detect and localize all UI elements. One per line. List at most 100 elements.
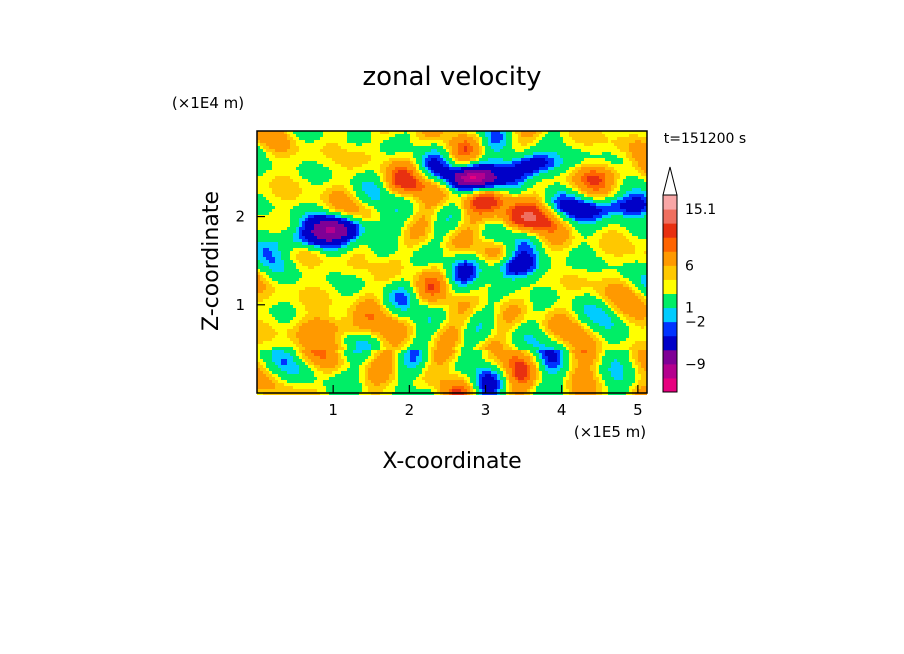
field-cell <box>488 143 491 146</box>
field-cell <box>395 242 398 245</box>
field-cell <box>500 239 503 242</box>
field-cell <box>632 197 635 200</box>
field-cell <box>608 194 611 197</box>
field-cell <box>557 131 560 134</box>
field-cell <box>629 212 632 215</box>
field-cell <box>353 239 356 242</box>
field-cell <box>494 209 497 212</box>
field-cell <box>260 218 263 221</box>
field-cell <box>503 203 506 206</box>
field-cell <box>551 167 554 170</box>
field-cell <box>299 155 302 158</box>
field-cell <box>350 239 353 242</box>
field-cell <box>593 227 596 230</box>
field-cell <box>413 140 416 143</box>
field-cell <box>335 215 338 218</box>
field-cell <box>602 161 605 164</box>
field-cell <box>374 134 377 137</box>
field-cell <box>467 134 470 137</box>
field-cell <box>386 233 389 236</box>
field-cell <box>590 173 593 176</box>
field-cell <box>359 143 362 146</box>
field-cell <box>260 173 263 176</box>
field-cell <box>548 140 551 143</box>
field-cell <box>365 191 368 194</box>
field-cell <box>494 173 497 176</box>
field-cell <box>542 221 545 224</box>
field-cell <box>629 164 632 167</box>
field-cell <box>602 215 605 218</box>
field-cell <box>305 134 308 137</box>
field-cell <box>503 182 506 185</box>
field-cell <box>536 143 539 146</box>
field-cell <box>332 146 335 149</box>
field-cell <box>338 203 341 206</box>
field-cell <box>392 224 395 227</box>
field-cell <box>458 215 461 218</box>
field-cell <box>272 191 275 194</box>
field-cell <box>488 194 491 197</box>
field-cell <box>473 134 476 137</box>
field-cell <box>455 200 458 203</box>
field-cell <box>500 152 503 155</box>
field-cell <box>626 182 629 185</box>
field-cell <box>434 230 437 233</box>
field-cell <box>587 227 590 230</box>
field-cell <box>278 245 281 248</box>
field-cell <box>428 152 431 155</box>
field-cell <box>398 134 401 137</box>
field-cell <box>386 164 389 167</box>
field-cell <box>359 149 362 152</box>
field-cell <box>491 242 494 245</box>
field-cell <box>533 182 536 185</box>
field-cell <box>413 185 416 188</box>
field-cell <box>398 221 401 224</box>
field-cell <box>467 170 470 173</box>
field-cell <box>281 152 284 155</box>
field-cell <box>455 224 458 227</box>
field-cell <box>527 164 530 167</box>
field-cell <box>395 230 398 233</box>
field-cell <box>521 140 524 143</box>
field-cell <box>464 140 467 143</box>
field-cell <box>515 230 518 233</box>
field-cell <box>461 182 464 185</box>
field-cell <box>266 140 269 143</box>
field-cell <box>272 227 275 230</box>
field-cell <box>629 194 632 197</box>
field-cell <box>335 134 338 137</box>
field-cell <box>326 188 329 191</box>
field-cell <box>347 173 350 176</box>
field-cell <box>275 161 278 164</box>
field-cell <box>563 167 566 170</box>
field-cell <box>569 173 572 176</box>
field-cell <box>416 185 419 188</box>
field-cell <box>260 197 263 200</box>
field-cell <box>425 176 428 179</box>
field-cell <box>344 158 347 161</box>
field-cell <box>533 131 536 134</box>
field-cell <box>560 170 563 173</box>
field-cell <box>485 143 488 146</box>
y-unit-label: (×1E4 m) <box>172 94 244 112</box>
field-cell <box>521 182 524 185</box>
field-cell <box>434 158 437 161</box>
field-cell <box>551 236 554 239</box>
field-cell <box>302 143 305 146</box>
field-cell <box>398 239 401 242</box>
field-cell <box>263 224 266 227</box>
field-cell <box>551 200 554 203</box>
field-cell <box>419 149 422 152</box>
field-cell <box>374 221 377 224</box>
field-cell <box>485 239 488 242</box>
field-cell <box>593 233 596 236</box>
field-cell <box>431 134 434 137</box>
field-cell <box>530 206 533 209</box>
field-cell <box>383 203 386 206</box>
field-cell <box>599 209 602 212</box>
field-cell <box>575 170 578 173</box>
field-cell <box>623 188 626 191</box>
field-cell <box>413 131 416 134</box>
field-cell <box>575 194 578 197</box>
field-cell <box>443 185 446 188</box>
